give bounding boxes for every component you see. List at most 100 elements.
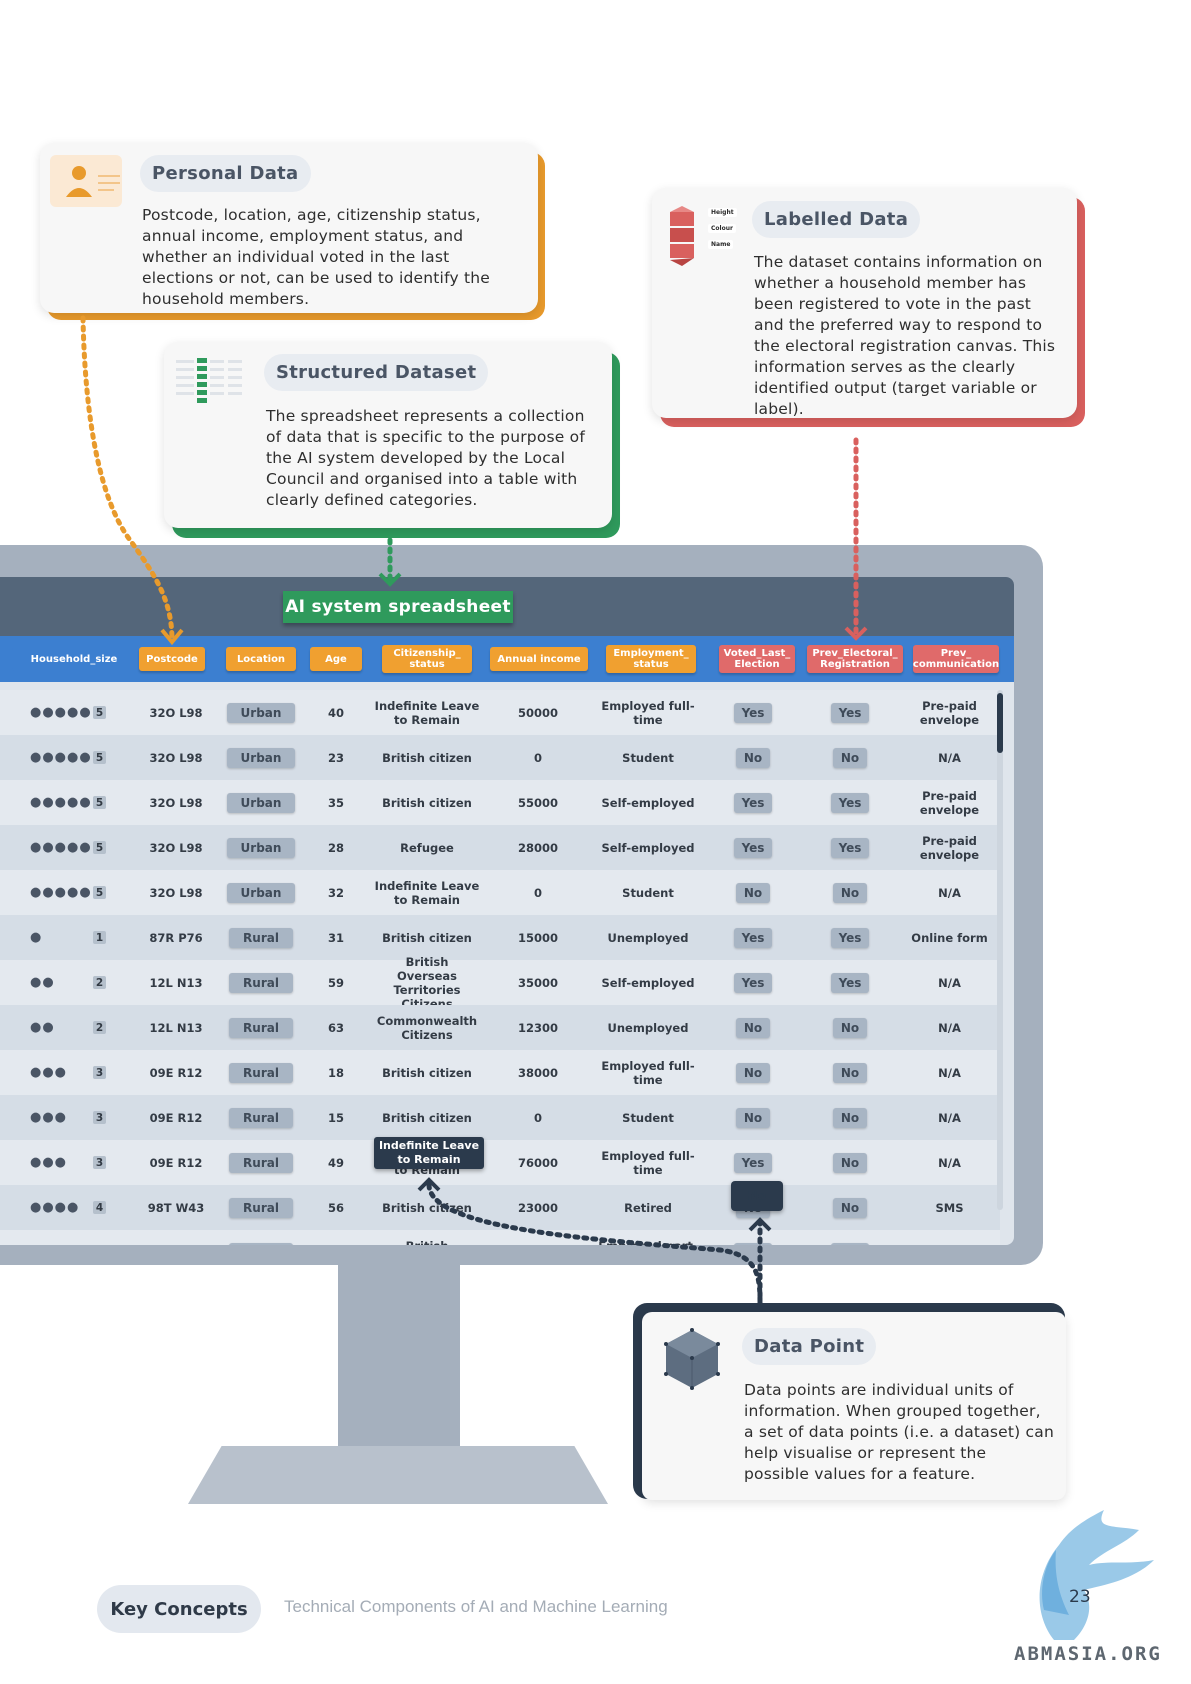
header-location[interactable]: Location [226,647,296,671]
registered-tag: Yes [830,702,870,723]
table-row[interactable]: ● 1 87R P76 Rural 31 British citizen 15000 Unem… [0,915,1000,960]
footer-section-pill[interactable]: Key Concepts [97,1585,261,1633]
voted-tag: Yes [733,792,773,813]
cell-communication: Pre-paid envelope [919,833,980,862]
cell-household-size: ●●● 3 [0,1050,136,1095]
cell-location: Rural [216,915,306,960]
table-row[interactable]: ●●● 3 09E R12 Rural 15 British citizen 0 Studen… [0,1095,1000,1140]
highlight-citizenship[interactable]: Indefinite Leave to Remain [374,1137,484,1169]
scrollbar[interactable] [997,690,1003,1210]
cube-icon [662,1328,722,1392]
cell-postcode: 09E R12 [149,1155,203,1170]
cell-age: 23 [327,750,344,765]
cell-income: 0 [533,750,542,765]
cell-citizenship: Indefinite Leave to Remain [374,698,480,727]
household-dots: ●●●● [30,1199,80,1215]
cell-registered: Yes [798,690,902,735]
table-row[interactable]: ●●●●● 5 32O L98 Urban 40 Indefinite Leave to … [0,690,1000,735]
table-row[interactable]: ●●●●● 5 32O L98 Urban 28 Refugee 28000 Self-emp… [0,825,1000,870]
header-employment[interactable]: Employment_ status [606,645,696,673]
cell-household-size: ●●●●● 5 [0,870,136,915]
voted-tag: Yes [733,1242,773,1245]
header-citizenship[interactable]: Citizenship_ status [382,645,472,673]
cell-household-size: ●●●●● 5 [0,780,136,825]
cell-citizenship: Indefinite Leave to Remain [374,878,480,907]
cell-communication: N/A [938,975,961,990]
household-dots: ●● [30,1019,55,1035]
household-dots: ●●●●● [30,794,92,810]
cell-employment: Employed full-time [601,1058,695,1087]
header-income[interactable]: Annual income [490,647,588,671]
label-colour: Colour [708,224,736,233]
household-count: 4 [93,1201,106,1214]
labelled-data-card: Height Colour Name Labelled Data The dat… [652,188,1077,418]
header-prev-registration[interactable]: Prev_Electoral_ Registration [807,645,903,673]
header-postcode[interactable]: Postcode [139,647,205,671]
cell-age: 63 [327,1020,344,1035]
cell-voted: Yes [708,915,798,960]
cell-registered: Yes [798,1230,902,1245]
household-count: 3 [93,1111,106,1124]
cell-age: 35 [327,795,344,810]
labelled-data-text: The dataset contains information on whet… [754,253,1056,418]
spreadsheet-icon [176,356,248,404]
household-count: 3 [93,1066,106,1079]
cell-postcode: 09E R12 [149,1110,203,1125]
cell-registered: Yes [798,780,902,825]
cell-age: 18 [327,1065,344,1080]
cell-employment: Student [622,750,674,765]
datapoint-title: Data Point [742,1328,877,1365]
cell-communication: N/A [938,1020,961,1035]
cell-location: Urban [216,690,306,735]
cell-income: 0 [533,1110,542,1125]
cell-location: Rural [216,1095,306,1140]
cell-income: 35000 [517,975,558,990]
header-voted[interactable]: Voted_Last_ Election [719,645,795,673]
voted-tag: Yes [733,927,773,948]
highlight-voted[interactable]: No [731,1181,783,1211]
table-row[interactable]: ●●●● 4 98T W43 Rural 56 British citizen 23000 R… [0,1185,1000,1230]
header-prev-communication[interactable]: Prev_ communication [913,645,999,673]
cell-postcode: 87R P76 [149,930,203,945]
table-row[interactable]: ●●●●● 5 32O L98 Urban 35 British citizen 55000… [0,780,1000,825]
cell-registered: No [798,1185,902,1230]
table-row[interactable]: ●●● 3 09E R12 Rural 18 British citizen 38000 Em… [0,1050,1000,1095]
household-dots: ●●●●● [30,884,92,900]
table-row[interactable]: ●●●●● 5 32O L98 Urban 32 Indefinite Leave to … [0,870,1000,915]
household-count: 3 [93,1156,106,1169]
voted-tag: Yes [733,837,773,858]
cell-employment: Unemployed [607,1020,689,1035]
cell-registered: No [798,1140,902,1185]
registered-tag: No [832,1062,868,1083]
scrollbar-thumb[interactable] [997,693,1003,753]
table-row[interactable]: ●●●●● 5 32O L98 Urban 23 British citizen 0 Stud… [0,735,1000,780]
voted-tag: Yes [733,972,773,993]
personal-data-text: Postcode, location, age, citizenship sta… [142,206,490,308]
structured-dataset-card: Structured Dataset The spreadsheet repre… [164,342,612,528]
registered-tag: No [832,747,868,768]
location-tag: Rural [229,1152,293,1173]
location-tag: Rural [229,1107,293,1128]
table-row[interactable]: ●● 2 12L N13 Rural 63 Commonwealth Citizens 12… [0,1005,1000,1050]
cell-income: 28000 [517,840,558,855]
cell-voted: Yes [708,960,798,1005]
structured-dataset-text: The spreadsheet represents a collection … [266,407,585,509]
registered-tag: Yes [830,1242,870,1245]
cell-communication: N/A [938,1065,961,1080]
cell-communication: N/A [938,1155,961,1170]
cell-household-size: ●●●●● 5 [0,825,136,870]
table-row[interactable]: ●● 2 12L N13 Rural 59 British Overseas Territ… [0,955,1000,1011]
cell-voted: Yes [708,690,798,735]
watermark: ABMASIA.ORG [1014,1643,1162,1665]
voted-tag: No [735,747,771,768]
registered-tag: No [832,1017,868,1038]
cell-citizenship: Commonwealth Citizens [376,1013,478,1042]
cell-employment: Self-employed [601,975,695,990]
header-household-size[interactable]: Household_size [12,647,136,671]
voted-tag: No [735,1107,771,1128]
table-row[interactable]: ●●● 3 09E R12 Rural 49 Indefinite Leave to Re… [0,1140,1000,1185]
cube-stack-icon [668,204,728,266]
header-age[interactable]: Age [310,647,362,671]
